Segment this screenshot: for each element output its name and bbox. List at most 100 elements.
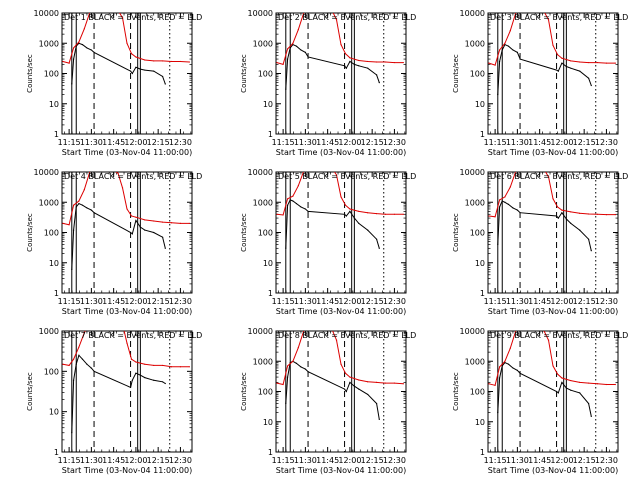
plot-frame <box>61 171 193 294</box>
data-point-events <box>507 203 510 205</box>
data-point-events <box>565 387 567 389</box>
data-point-events <box>304 51 306 53</box>
y-tick-label: 10000 <box>34 168 59 177</box>
data-point-lld <box>552 198 554 200</box>
y-tick-label: 1 <box>268 130 273 139</box>
data-point-events <box>289 199 291 201</box>
data-point-lld <box>292 42 294 44</box>
data-point-lld <box>170 60 173 63</box>
data-point-lld <box>535 166 536 167</box>
data-point-lld <box>614 383 616 386</box>
data-point-lld <box>188 61 190 63</box>
data-point-events <box>367 67 369 69</box>
data-point-events <box>367 229 369 231</box>
data-point-lld <box>331 168 332 169</box>
data-point-events <box>78 354 80 356</box>
x-axis-label: Start Time (03-Nov-04 11:00:00) <box>276 148 406 157</box>
data-point-events <box>292 200 294 202</box>
y-tick-label: 1 <box>54 289 59 298</box>
x-tick-label: 11:15 <box>58 138 81 147</box>
x-tick-label: 12:15 <box>573 456 596 465</box>
data-point-events <box>135 372 137 374</box>
y-axis-label: Counts/sec <box>240 372 248 411</box>
data-point-lld <box>121 187 124 189</box>
series-line-events <box>285 43 380 90</box>
data-point-events <box>498 206 501 208</box>
data-point-lld <box>340 44 342 46</box>
data-point-events <box>378 247 380 249</box>
y-tick-label: 100 <box>44 70 59 79</box>
data-point-events <box>139 68 141 70</box>
data-point-events <box>519 372 521 374</box>
data-point-events <box>86 47 88 49</box>
data-point-lld <box>588 213 590 215</box>
plot-area <box>62 331 190 452</box>
data-point-lld <box>292 195 294 197</box>
data-point-events <box>72 379 75 381</box>
x-tick-label: 11:15 <box>272 297 295 306</box>
data-point-events <box>307 371 309 373</box>
data-point-lld <box>535 325 536 326</box>
data-point-events <box>164 83 166 85</box>
data-point-events <box>75 206 77 208</box>
data-point-events <box>144 376 146 379</box>
data-point-lld <box>135 56 137 58</box>
data-point-events <box>519 58 521 60</box>
x-axis-label: Start Time (03-Nov-04 11:00:00) <box>488 307 618 316</box>
y-tick-label: 10 <box>475 259 485 268</box>
data-point-events <box>135 219 137 222</box>
data-point-events <box>579 229 581 231</box>
y-tick-label: 10 <box>263 100 273 109</box>
data-point-lld <box>323 325 324 326</box>
x-tick-label: 11:45 <box>102 297 125 306</box>
x-tick-label: 12:00 <box>338 138 361 147</box>
data-point-lld <box>62 222 64 224</box>
data-point-events <box>90 209 92 211</box>
data-point-lld <box>100 166 101 167</box>
data-point-lld <box>494 216 496 218</box>
data-point-lld <box>83 28 85 30</box>
data-point-lld <box>367 212 369 214</box>
data-point-events <box>90 367 92 369</box>
data-point-lld <box>72 47 75 49</box>
data-point-lld <box>376 61 378 63</box>
data-point-events <box>590 415 592 418</box>
data-point-events <box>561 212 563 214</box>
panel-title: Det 3 BLACK = Events, RED = LLD <box>490 13 628 22</box>
data-point-lld <box>358 210 360 212</box>
chart-panel-7: 1 10 100 1000 11:15 11:30 11:45 12:00 12:15 12:30… <box>26 327 202 475</box>
x-tick-label: 12:30 <box>169 297 192 306</box>
x-tick-label: 12:00 <box>124 456 147 465</box>
panel-title: Det 2 BLACK = Events, RED = LLD <box>278 13 416 22</box>
data-point-events <box>353 385 355 387</box>
y-tick-label: 1000 <box>253 357 273 366</box>
data-point-events <box>579 70 581 72</box>
y-tick-label: 1 <box>480 130 485 139</box>
x-tick-label: 12:15 <box>573 138 596 147</box>
data-point-lld <box>561 57 563 59</box>
series-line-events <box>285 199 380 249</box>
data-point-events <box>285 402 287 405</box>
y-tick-label: 100 <box>44 229 59 238</box>
y-axis-label: Counts/sec <box>240 213 248 252</box>
data-point-lld <box>494 64 496 66</box>
data-point-events <box>358 222 360 224</box>
data-point-lld <box>188 366 190 368</box>
data-point-lld <box>335 174 338 176</box>
data-point-lld <box>286 48 289 50</box>
data-point-events <box>86 207 88 209</box>
data-point-events <box>300 49 302 51</box>
data-point-lld <box>605 214 608 216</box>
data-point-events <box>144 69 146 71</box>
y-axis-label: Counts/sec <box>452 213 460 252</box>
data-point-events <box>304 368 306 370</box>
data-point-events <box>86 363 88 365</box>
data-point-lld <box>130 215 133 217</box>
data-point-lld <box>117 172 119 174</box>
y-tick-label: 1 <box>480 289 485 298</box>
data-point-lld <box>547 176 550 178</box>
data-point-events <box>289 47 291 49</box>
panel-title: Det 1 BLACK = Events, RED = LLD <box>64 13 202 22</box>
data-point-lld <box>144 59 146 61</box>
data-point-lld <box>83 332 85 334</box>
